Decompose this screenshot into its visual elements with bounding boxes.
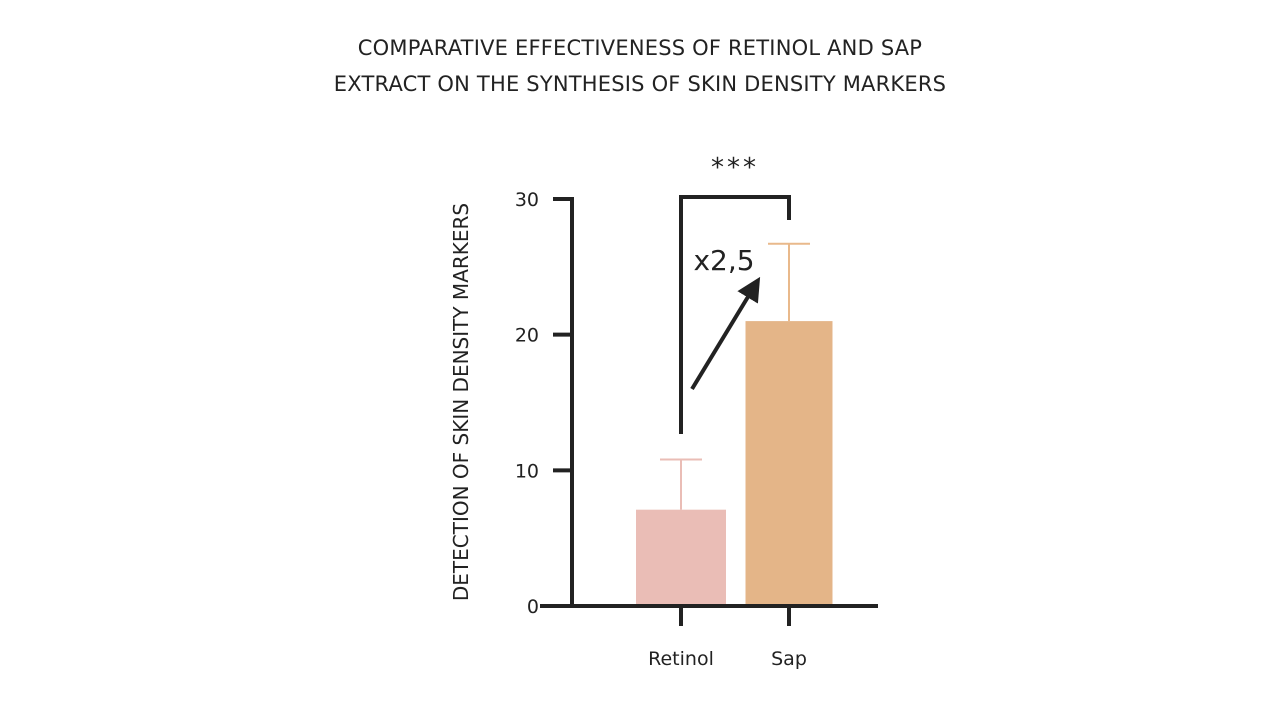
bar-retinol [636, 509, 726, 606]
y-tick-label-30: 30 [515, 189, 539, 211]
significance-bracket [679, 195, 791, 434]
x-tick-label-sap: Sap [771, 648, 807, 670]
fold-change-label: x2,5 [693, 244, 754, 277]
error-bars-layer [660, 242, 810, 510]
bar-sap [745, 321, 833, 606]
significance-stars: *** [711, 153, 759, 183]
bars-layer [636, 321, 833, 606]
y-tick-label-20: 20 [515, 325, 539, 347]
axes-layer: Retinol Sap 0 10 20 30 [515, 189, 878, 670]
y-axis-label: DETECTION OF SKIN DENSITY MARKERS [449, 203, 473, 601]
annotations-layer: *** x2,5 [679, 153, 791, 434]
chart-title-line-2: EXTRACT ON THE SYNTHESIS OF SKIN DENSITY… [333, 72, 947, 96]
chart-title-line-1: COMPARATIVE EFFECTIVENESS OF RETINOL AND… [357, 36, 923, 60]
fold-change-arrow [690, 276, 761, 391]
y-tick-label-10: 10 [515, 460, 539, 482]
x-tick-label-retinol: Retinol [648, 648, 714, 670]
y-tick-label-0: 0 [527, 596, 539, 618]
